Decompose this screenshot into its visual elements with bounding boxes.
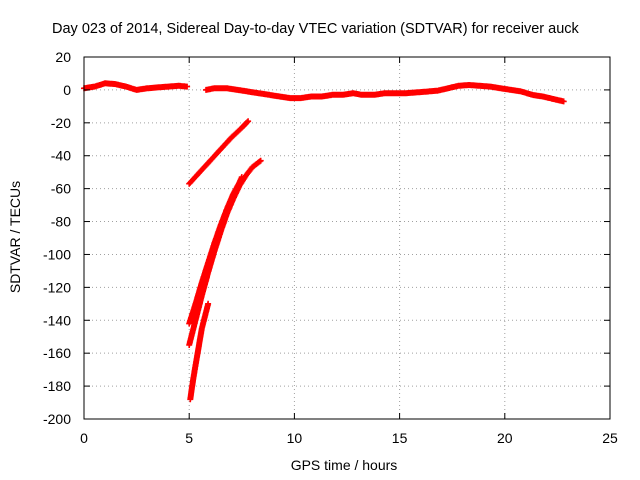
y-tick-label: 0 — [63, 82, 71, 98]
y-tick-label: -140 — [43, 312, 71, 328]
data-point-markers — [186, 118, 252, 187]
plot-frame — [83, 56, 611, 420]
data-series — [81, 80, 567, 403]
data-point-markers — [203, 82, 567, 105]
y-tick-label: -120 — [43, 279, 71, 295]
data-point-markers — [187, 300, 212, 403]
series-arc-3 — [186, 157, 264, 348]
y-tick-label: -200 — [43, 411, 71, 427]
axis-ticks: 0 5 10 15 20 25-200-180-160-140-120-100-80-60… — [43, 49, 618, 446]
y-tick-label: -160 — [43, 345, 71, 361]
x-tick-label: 0 — [80, 430, 88, 446]
data-point-markers — [81, 80, 191, 93]
y-tick-label: 20 — [55, 49, 71, 65]
chart-title: Day 023 of 2014, Sidereal Day-to-day VTE… — [52, 21, 580, 37]
y-tick-label: -60 — [51, 181, 71, 197]
y-axis-label: SDTVAR / TECUs — [7, 181, 23, 293]
grid-lines — [84, 57, 610, 419]
data-point-markers — [186, 157, 264, 348]
x-tick-label: 20 — [497, 430, 513, 446]
series-main — [81, 80, 567, 105]
x-tick-label: 5 — [185, 430, 193, 446]
y-tick-label: -180 — [43, 378, 71, 394]
y-tick-label: -100 — [43, 246, 71, 262]
x-tick-label: 10 — [287, 430, 303, 446]
y-tick-label: -80 — [51, 214, 71, 230]
y-tick-label: -40 — [51, 148, 71, 164]
series-arc-4 — [187, 300, 212, 403]
y-tick-label: -20 — [51, 115, 71, 131]
x-tick-label: 15 — [392, 430, 408, 446]
series-arc-1 — [186, 118, 252, 187]
x-tick-label: 25 — [602, 430, 618, 446]
x-axis-label: GPS time / hours — [291, 457, 398, 473]
